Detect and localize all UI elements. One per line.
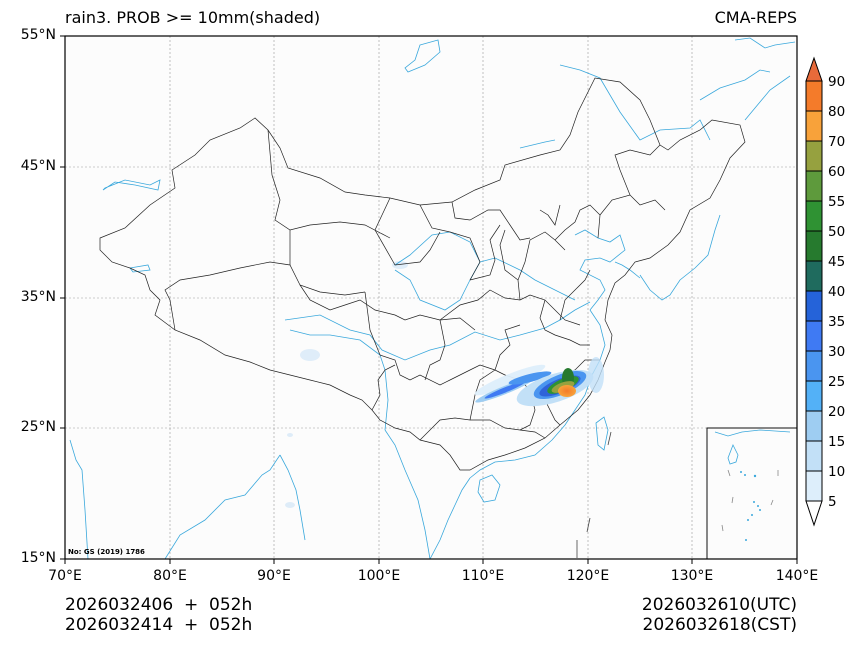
- axis-ticks: [60, 35, 798, 564]
- colorbar-label-80: 80: [828, 104, 846, 120]
- dash-line-segments: [576, 431, 612, 558]
- south-china-sea-inset: [706, 427, 797, 559]
- x-tick-120e: 120°E: [566, 568, 610, 584]
- init-time-cst: 2026032414 + 052h: [65, 615, 253, 635]
- colorbar-label-10: 10: [828, 464, 846, 480]
- x-tick-80e: 80°E: [153, 568, 187, 584]
- y-tick-15n: 15°N: [20, 550, 56, 566]
- colorbar-label-55: 55: [828, 194, 846, 210]
- coastlines-rivers: [69, 37, 796, 559]
- x-tick-130e: 130°E: [670, 568, 714, 584]
- colorbar-label-70: 70: [828, 134, 846, 150]
- y-tick-55n: 55°N: [20, 27, 56, 43]
- y-tick-45n: 45°N: [20, 158, 56, 174]
- admin-borders: [99, 77, 746, 471]
- colorbar-label-40: 40: [828, 284, 846, 300]
- colorbar-label-50: 50: [828, 224, 846, 240]
- colorbar-label-60: 60: [828, 164, 846, 180]
- valid-time-cst: 2026032618(CST): [642, 615, 797, 635]
- model-name: CMA-REPS: [714, 8, 797, 27]
- colorbar-label-25: 25: [828, 374, 846, 390]
- x-tick-140e: 140°E: [775, 568, 819, 584]
- colorbar: [805, 56, 823, 527]
- y-tick-25n: 25°N: [20, 419, 56, 435]
- init-time-utc: 2026032406 + 052h: [65, 595, 253, 615]
- colorbar-label-15: 15: [828, 434, 846, 450]
- plot-title: rain3. PROB >= 10mm(shaded): [65, 8, 321, 27]
- x-tick-110e: 110°E: [461, 568, 505, 584]
- valid-time-utc: 2026032610(UTC): [641, 595, 797, 615]
- colorbar-label-90: 90: [828, 74, 846, 90]
- x-tick-70e: 70°E: [48, 568, 82, 584]
- rain-probability-shading: [474, 357, 604, 407]
- gridlines: [65, 36, 797, 559]
- x-tick-100e: 100°E: [357, 568, 401, 584]
- map-approval-note: No: GS (2019) 1786: [68, 548, 145, 556]
- colorbar-label-20: 20: [828, 404, 846, 420]
- light-rain-west: [285, 261, 408, 508]
- y-tick-35n: 35°N: [20, 289, 56, 305]
- map-background: [65, 36, 797, 559]
- colorbar-label-30: 30: [828, 344, 846, 360]
- x-tick-90e: 90°E: [257, 568, 291, 584]
- colorbar-label-35: 35: [828, 314, 846, 330]
- colorbar-label-45: 45: [828, 254, 846, 270]
- colorbar-label-5: 5: [828, 494, 837, 510]
